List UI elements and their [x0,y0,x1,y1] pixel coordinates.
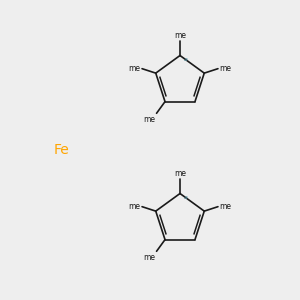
Text: me: me [219,202,231,211]
Text: Fe: Fe [54,143,70,157]
Text: me: me [143,253,155,262]
Text: me: me [129,202,141,211]
Text: a: a [184,57,188,62]
Text: me: me [129,64,141,73]
Text: me: me [174,169,186,178]
Text: me: me [219,64,231,73]
Text: me: me [143,115,155,124]
Text: me: me [174,31,186,40]
Text: a: a [184,195,188,200]
